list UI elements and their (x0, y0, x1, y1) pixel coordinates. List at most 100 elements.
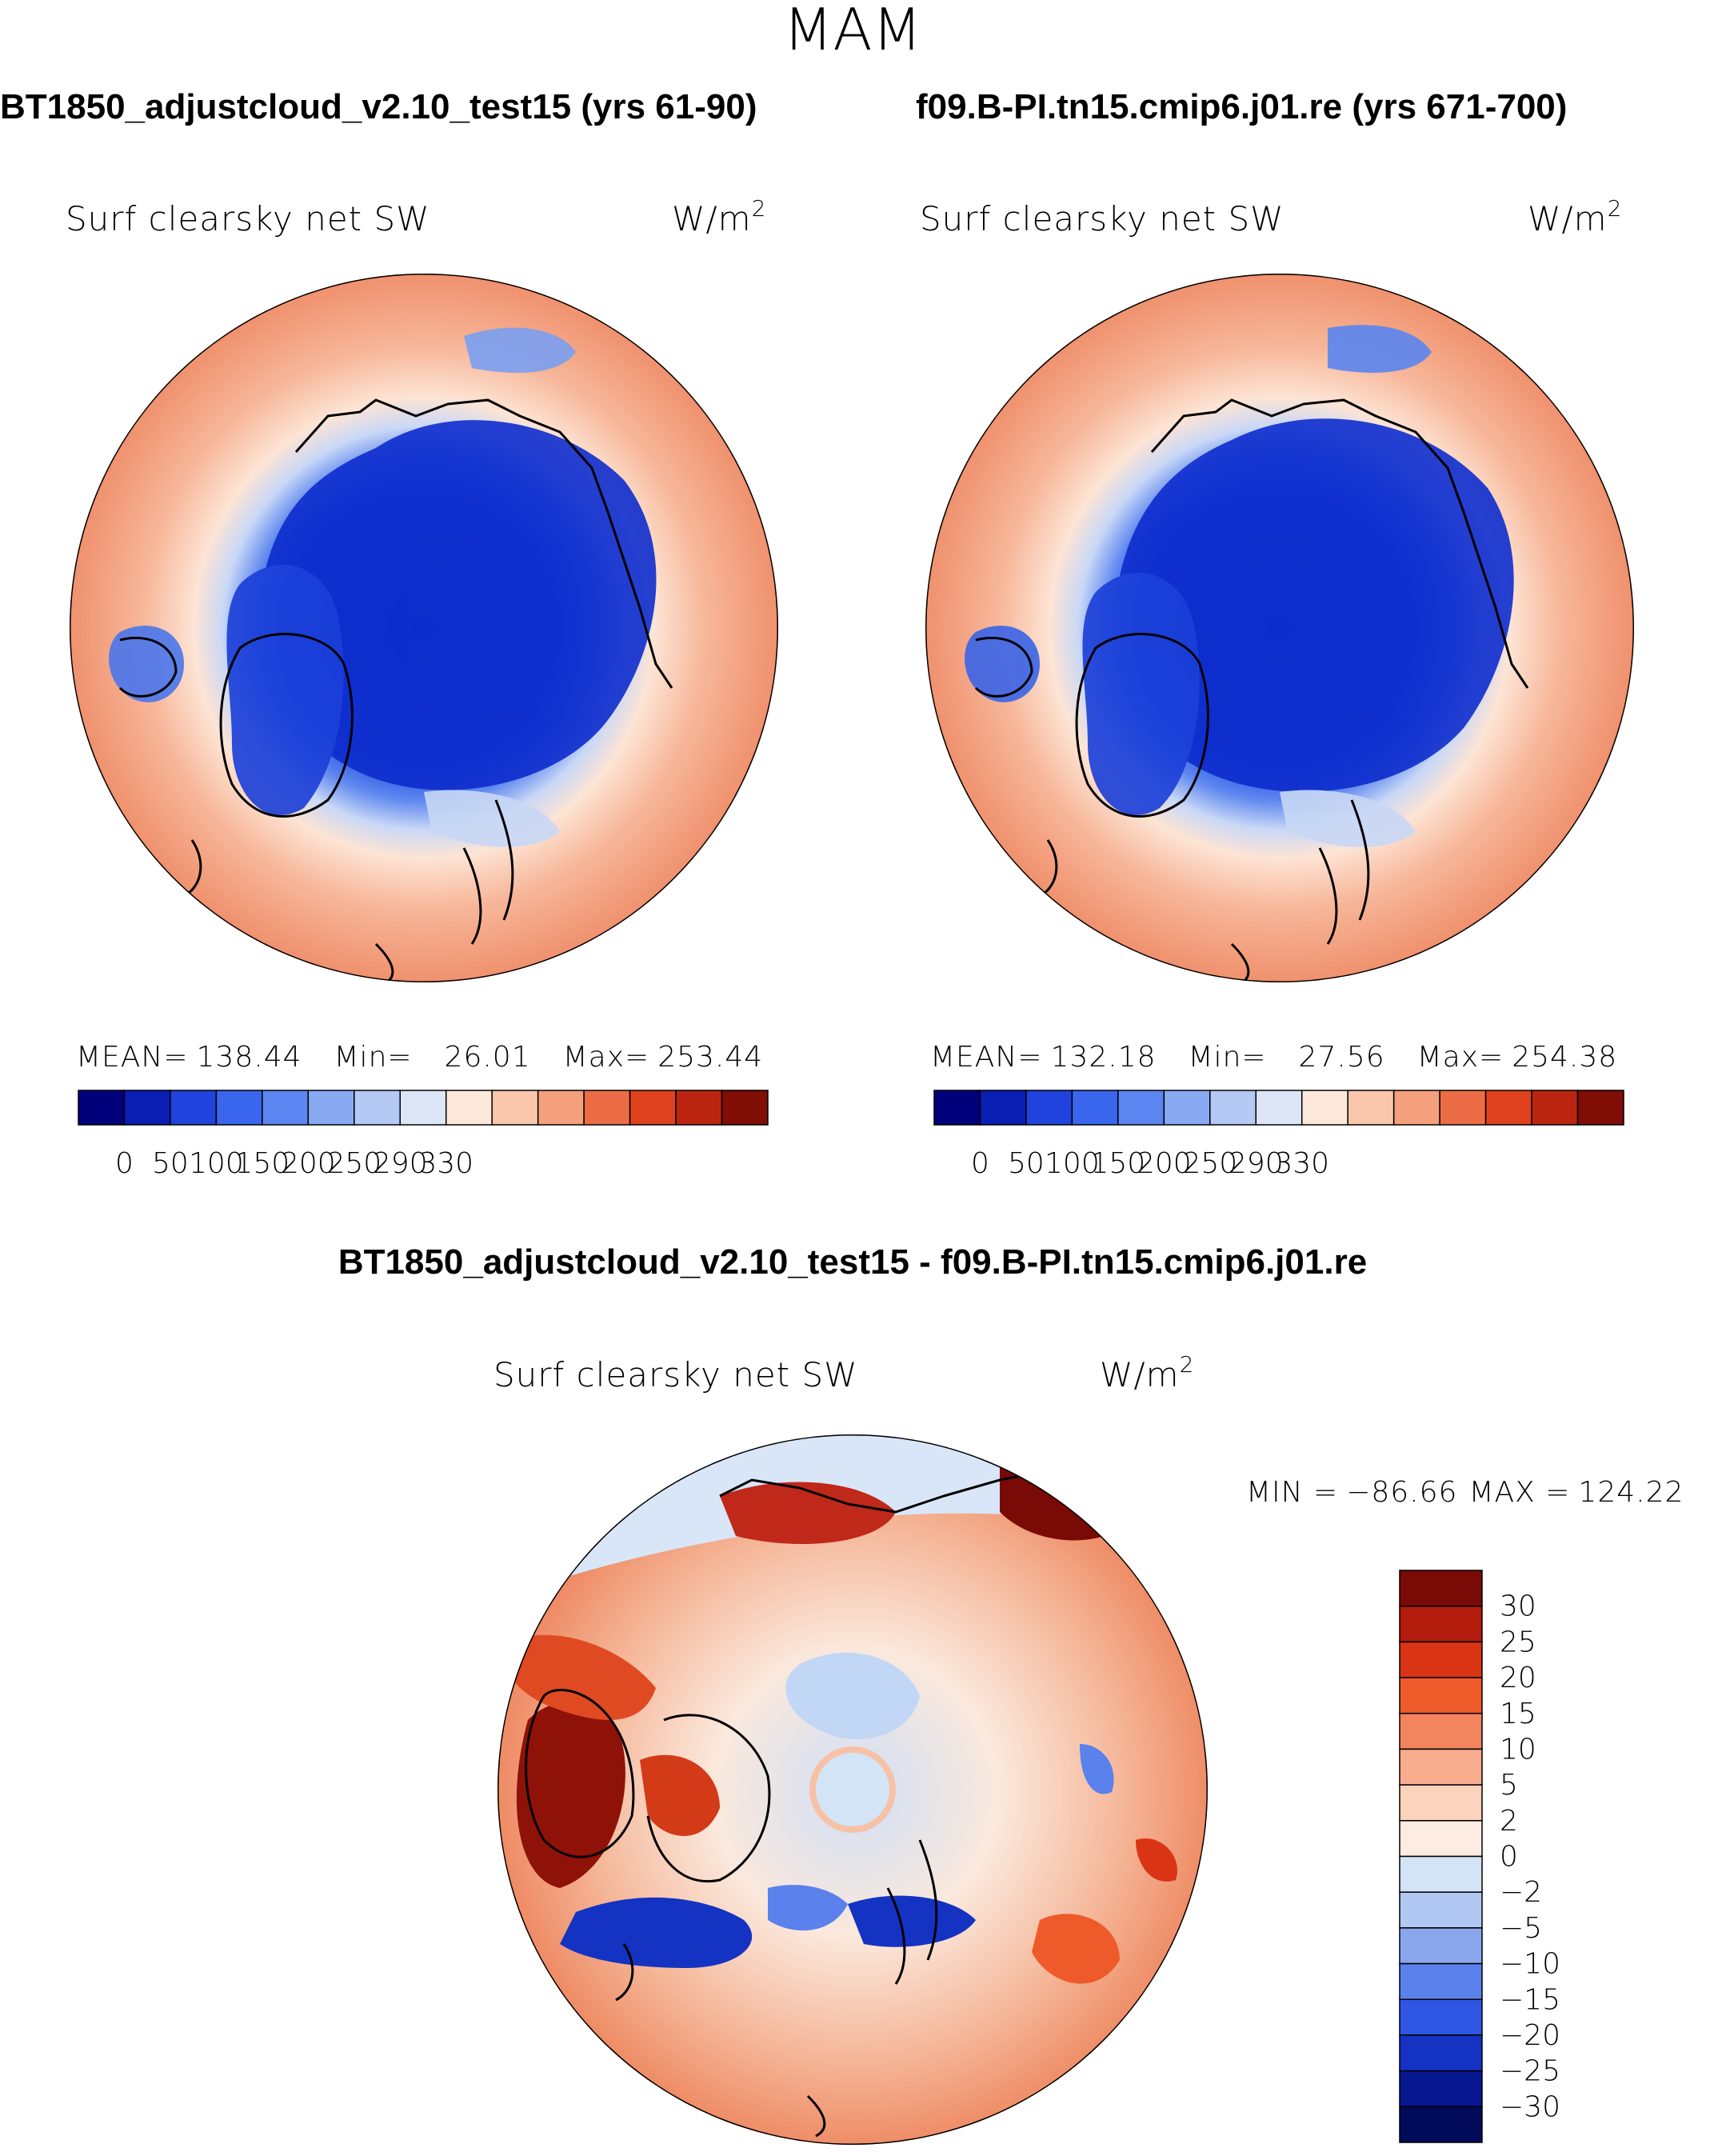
stats-min-diff: −86.66 (1346, 1476, 1457, 1509)
colorbar-right-bin-6 (1209, 1090, 1257, 1126)
colorbar-diff-bin-6 (1399, 1784, 1483, 1822)
colorbar-right-bin-9 (1347, 1090, 1395, 1126)
variable-label-right: Surf clearsky net SW (920, 199, 1285, 238)
colorbar-diff-bin-14 (1399, 2070, 1483, 2108)
stats-max-label-diff: MAX = (1468, 1476, 1570, 1509)
colorbar-left-tick-6: 290 (373, 1147, 428, 1180)
colorbar-left-tick-0: 0 (115, 1147, 134, 1180)
colorbar-right-tick-3: 150 (1091, 1147, 1146, 1180)
panel-right: f09.B-PI.tn15.cmip6.j01.re (yrs 671-700)… (916, 87, 1634, 1180)
colorbar-diff-tick-6: 2 (1500, 1805, 1518, 1838)
panel-diff: BT1850_adjustcloud_v2.10_test15 - f09.B-… (338, 1242, 1684, 2145)
colorbar-right-tick-4: 200 (1137, 1147, 1192, 1180)
colorbar-diff-bin-2 (1399, 1641, 1483, 1678)
colorbar-left-tick-1: 50 (152, 1147, 189, 1180)
stats-mean-label-right: MEAN= (930, 1041, 1043, 1074)
stats-left: MEAN= 138.44 Min= 26.01 Max= 253.44 (76, 1041, 763, 1074)
colorbar-diff-tick-3: 15 (1500, 1698, 1536, 1730)
colorbar-left-bin-10 (537, 1090, 585, 1126)
polar-map-diff (497, 1434, 1208, 2145)
polar-map-right (925, 274, 1634, 982)
units-text-diff: W/m (1100, 1355, 1180, 1394)
stats-min-right: 27.56 (1299, 1041, 1385, 1074)
colorbar-right-tick-7: 330 (1274, 1147, 1329, 1180)
colorbar-diff-bin-15 (1399, 2106, 1483, 2143)
colorbar-diff-tick-1: 25 (1500, 1626, 1536, 1658)
colorbar-right-bin-1 (979, 1090, 1027, 1126)
polar-map-left (70, 274, 778, 982)
colorbar-right-bin-5 (1163, 1090, 1211, 1126)
panel-left: BT1850_adjustcloud_v2.10_test15 (yrs 61-… (0, 87, 778, 1180)
units-exponent-right: 2 (1608, 195, 1623, 222)
units-exponent-diff: 2 (1180, 1351, 1195, 1378)
units-text-left: W/m (672, 199, 752, 238)
colorbar-diff-tick-10: −10 (1500, 1948, 1560, 1981)
units-exponent-left: 2 (752, 195, 767, 222)
stats-max-diff: 124.22 (1578, 1476, 1684, 1509)
colorbar-right-bin-14 (1576, 1090, 1624, 1126)
colorbar-left-bin-8 (445, 1090, 493, 1126)
colorbar-diff-bin-3 (1399, 1677, 1483, 1714)
case-title-diff: BT1850_adjustcloud_v2.10_test15 - f09.B-… (338, 1242, 1367, 1282)
colorbar-diff-bin-12 (1399, 1998, 1483, 2036)
colorbar-diff-bin-0 (1399, 1570, 1483, 1607)
colorbar-right-bin-4 (1117, 1090, 1165, 1126)
colorbar-left-tick-7: 330 (418, 1147, 473, 1180)
stats-min-label-left: Min= (334, 1041, 413, 1074)
colorbar-diff-bin-11 (1399, 1962, 1483, 2000)
colorbar-left-bin-12 (629, 1090, 677, 1126)
colorbar-left-bin-0 (78, 1090, 126, 1126)
colorbar-diff-tick-12: −20 (1500, 2019, 1560, 2052)
colorbar-left-tick-2: 100 (189, 1147, 244, 1180)
stats-min-label-diff: MIN = (1246, 1476, 1338, 1509)
colorbar-diff-tick-2: 20 (1500, 1662, 1536, 1694)
units-text-right: W/m (1528, 199, 1608, 238)
colorbar-left-bin-6 (354, 1090, 402, 1126)
colorbar-right-tick-2: 100 (1045, 1147, 1100, 1180)
colorbar-right-bin-13 (1531, 1090, 1579, 1126)
case-title-left: BT1850_adjustcloud_v2.10_test15 (yrs 61-… (0, 87, 757, 126)
stats-min-label-right: Min= (1189, 1041, 1267, 1074)
stats-max-right: 254.38 (1512, 1041, 1617, 1074)
colorbar-diff-bin-10 (1399, 1927, 1483, 1965)
colorbar-diff-tick-4: 10 (1500, 1733, 1536, 1766)
colorbar-right-bin-2 (1025, 1090, 1073, 1126)
colorbar-left-tick-3: 150 (235, 1147, 290, 1180)
colorbar-left-bin-3 (215, 1090, 263, 1126)
stats-min-left: 26.01 (445, 1041, 531, 1074)
colorbar-left-bin-2 (170, 1090, 218, 1126)
colorbar-diff-bin-4 (1399, 1713, 1483, 1750)
variable-label-left: Surf clearsky net SW (66, 199, 430, 238)
colorbar-diff-tick-0: 30 (1500, 1590, 1536, 1623)
colorbar-diff-tick-13: −25 (1500, 2055, 1560, 2088)
colorbar-diff-tick-14: −30 (1500, 2090, 1560, 2123)
colorbar-diff-bin-5 (1399, 1748, 1483, 1786)
stats-diff: MIN = −86.66 MAX = 124.22 (1246, 1476, 1684, 1509)
colorbar-right-bin-8 (1300, 1090, 1348, 1126)
stats-mean-label-left: MEAN= (76, 1041, 189, 1074)
colorbar-right-bin-3 (1071, 1090, 1119, 1126)
stats-right: MEAN= 132.18 Min= 27.56 Max= 254.38 (930, 1041, 1617, 1074)
colorbar-right-bin-11 (1439, 1090, 1487, 1126)
colorbar-diff-tick-5: 5 (1500, 1769, 1518, 1802)
stats-max-label-left: Max= (563, 1041, 650, 1074)
colorbar-right-tick-0: 0 (971, 1147, 989, 1180)
units-label-left: W/m2 (672, 195, 766, 238)
stats-max-left: 253.44 (657, 1041, 763, 1074)
colorbar-left-bin-11 (583, 1090, 631, 1126)
units-label-diff: W/m2 (1100, 1351, 1194, 1394)
colorbar-right-tick-6: 290 (1229, 1147, 1284, 1180)
colorbar-right-bin-10 (1392, 1090, 1440, 1126)
stats-mean-left: 138.44 (197, 1041, 302, 1074)
colorbar-diff-bin-9 (1399, 1891, 1483, 1929)
colorbar-diff-bin-13 (1399, 2034, 1483, 2072)
colorbar-diff-tick-11: −15 (1500, 1983, 1560, 2016)
units-label-right: W/m2 (1528, 195, 1622, 238)
colorbar-diff-tick-9: −5 (1500, 1912, 1542, 1945)
case-title-right: f09.B-PI.tn15.cmip6.j01.re (yrs 671-700) (916, 87, 1567, 126)
colorbar-diff-bin-1 (1399, 1605, 1483, 1643)
colorbar-right-bin-0 (933, 1090, 981, 1126)
